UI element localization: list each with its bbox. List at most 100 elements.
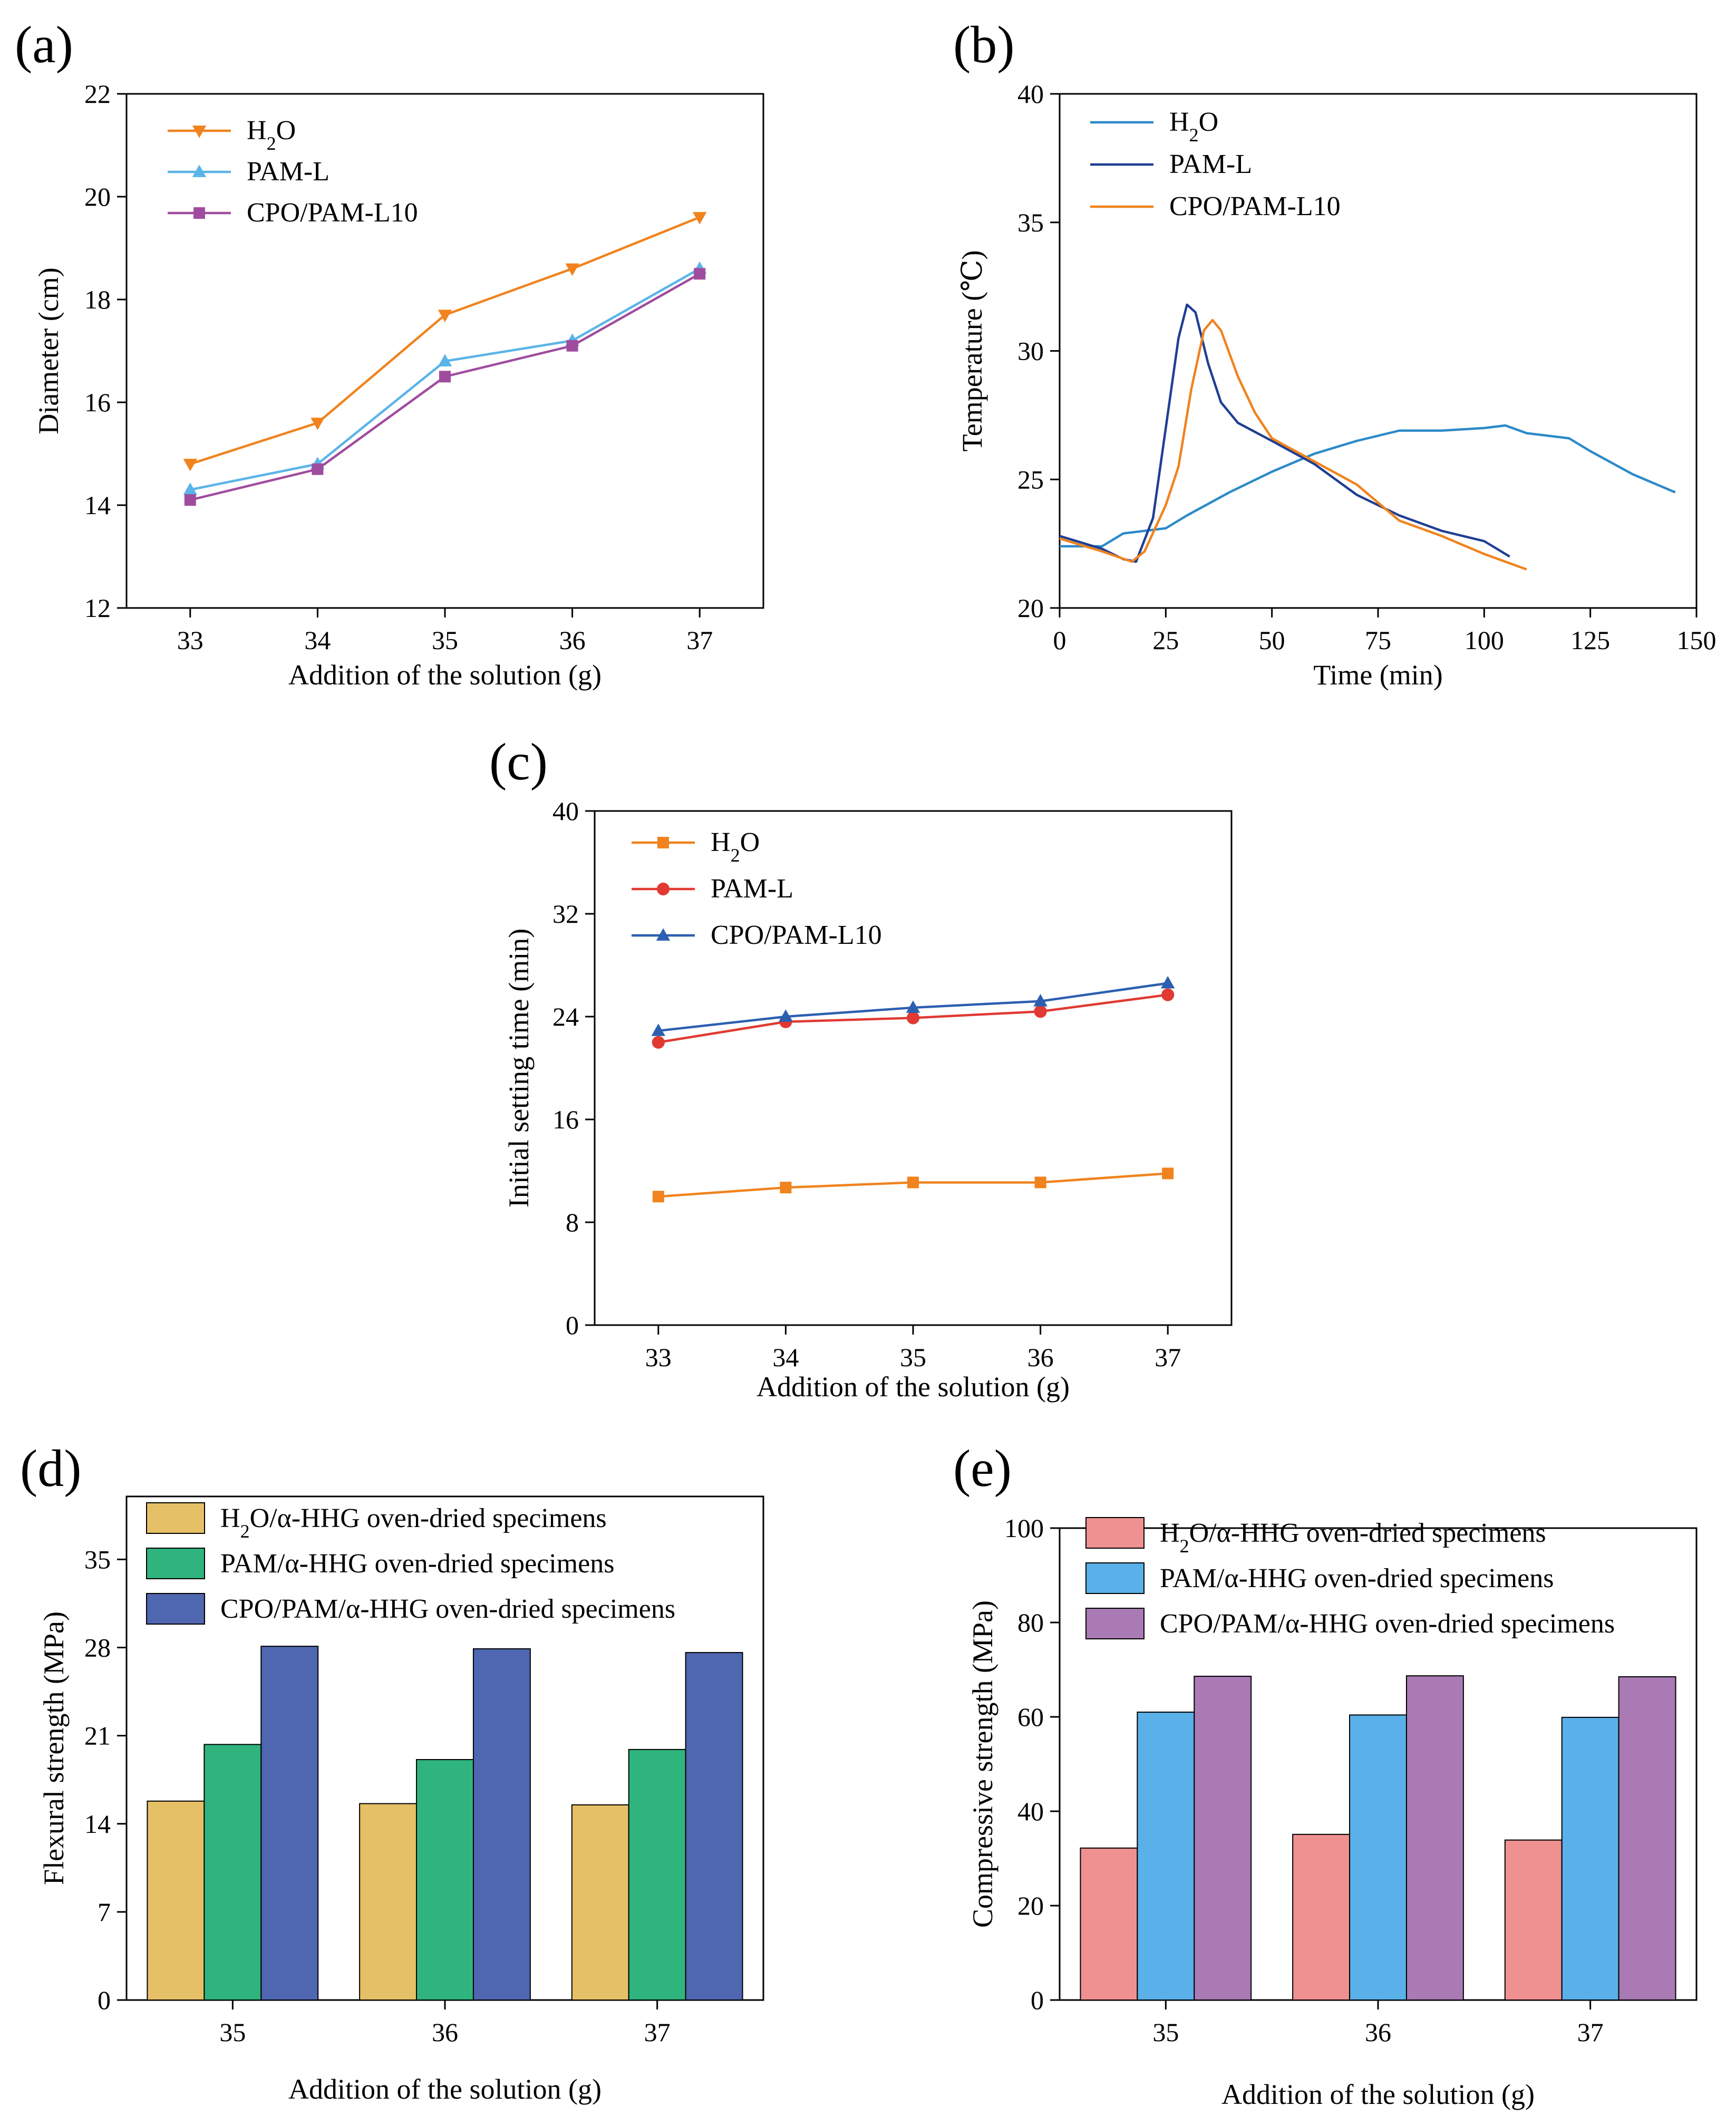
- legend-text-subscript: 2: [240, 1521, 250, 1542]
- legend-text-subscript: 2: [1180, 1535, 1189, 1557]
- line-series: [1059, 303, 1510, 563]
- y-tick-label: 35: [1017, 208, 1044, 237]
- y-tick-label: 21: [84, 1721, 111, 1751]
- bar-series: [203, 1744, 686, 2001]
- y-tick-label: 20: [84, 182, 111, 211]
- y-tick-label: 0: [566, 1310, 579, 1340]
- y-tick-label: 40: [1017, 79, 1044, 109]
- data-point: [906, 1000, 920, 1013]
- x-tick-label: 33: [177, 625, 203, 655]
- x-tick-label: 35: [432, 625, 458, 655]
- data-point: [565, 263, 579, 276]
- legend-text-main: H: [220, 1503, 240, 1533]
- legend-text-rest: O: [276, 115, 296, 146]
- y-axis-title: Diameter (cm): [33, 267, 64, 434]
- legend-entry: H2O/α-HHG oven-dried specimens: [1160, 1518, 1546, 1557]
- bar: [147, 1800, 205, 2001]
- data-point: [693, 212, 707, 225]
- legend-text-rest: O: [740, 827, 760, 857]
- data-point: [566, 340, 578, 352]
- bar: [472, 1648, 531, 2001]
- line-series: [651, 975, 1175, 1036]
- data-point: [652, 1191, 664, 1203]
- x-tick-label: 37: [1577, 2017, 1604, 2047]
- panel-label: (b): [953, 15, 1015, 74]
- legend-text-main: H: [711, 827, 731, 857]
- x-tick-label: 150: [1677, 625, 1716, 655]
- bar-series: [1194, 1675, 1676, 2001]
- legend-marker: [192, 165, 207, 177]
- legend-swatch: [1085, 1517, 1145, 1549]
- bar: [1137, 1712, 1195, 2001]
- legend-entry: CPO/PAM-L10: [247, 198, 418, 228]
- chart-d: (d) 0 7 14 21 28 35 35 36 37 Addition of the solut…: [20, 1439, 764, 2105]
- line-series: [652, 988, 1175, 1049]
- legend-entry: PAM/α-HHG oven-dried specimens: [1160, 1563, 1554, 1593]
- y-tick-label: 100: [1004, 1513, 1044, 1543]
- data-point: [184, 494, 196, 506]
- chart-e: (e) 0 20 40 60 80 100 35 36 37 Addition of the sol…: [953, 1439, 1698, 2110]
- x-tick-label: 34: [772, 1342, 799, 1372]
- y-tick-label: 8: [566, 1208, 579, 1237]
- bar: [416, 1759, 474, 2001]
- bar: [1292, 1833, 1351, 2001]
- y-axis-title: Initial setting time (min): [503, 929, 535, 1208]
- legend-text-main: H: [1169, 107, 1189, 137]
- series-line: [1059, 303, 1510, 563]
- y-tick-label: 20: [1017, 593, 1044, 623]
- y-tick-label: 28: [84, 1633, 111, 1663]
- y-tick-label: 0: [98, 1985, 111, 2015]
- legend-text-main: PAM-L: [1169, 149, 1252, 179]
- x-axis-title: Addition of the solution (g): [757, 1371, 1070, 1403]
- data-point: [1161, 975, 1175, 989]
- bar: [685, 1652, 743, 2001]
- x-tick-label: 0: [1053, 625, 1066, 655]
- y-tick-label: 12: [84, 593, 111, 623]
- x-tick-label: 125: [1570, 625, 1610, 655]
- legend-marker: [192, 125, 207, 138]
- bar-series: [260, 1646, 743, 2001]
- data-point: [651, 1023, 665, 1036]
- x-tick-label: 37: [644, 2017, 671, 2047]
- data-point: [694, 268, 706, 280]
- y-tick-label: 30: [1017, 336, 1044, 366]
- legend-entry: PAM/α-HHG oven-dried specimens: [220, 1549, 614, 1579]
- legend-swatch: [1085, 1608, 1145, 1639]
- line-series: [183, 212, 707, 471]
- legend-text-subscript: 2: [731, 845, 740, 866]
- legend-text-main: PAM/α-HHG oven-dried specimens: [220, 1549, 614, 1579]
- chart-b: (b) 20 25 30 35 40 0 25 50 75 100 125 150 Time (min) T…: [953, 15, 1716, 691]
- legend-entry: H2O: [1169, 107, 1218, 146]
- line-series: [184, 268, 706, 506]
- bar: [1080, 1847, 1138, 2001]
- x-tick-label: 34: [304, 625, 331, 655]
- legend: H2O/α-HHG oven-dried specimens PAM/α-HHG …: [1085, 1517, 1615, 1639]
- x-axis-title: Addition of the solution (g): [288, 659, 602, 691]
- legend-text-main: H: [1160, 1518, 1180, 1548]
- legend-entry: PAM-L: [1169, 149, 1252, 179]
- data-point: [1162, 1167, 1174, 1180]
- legend-swatch: [146, 1502, 205, 1534]
- legend-marker: [193, 207, 205, 219]
- x-axis-title: Time (min): [1313, 659, 1443, 691]
- panel-label: (e): [953, 1439, 1012, 1498]
- legend-text-main: CPO/PAM-L10: [247, 198, 418, 228]
- x-tick-label: 35: [1152, 2017, 1179, 2047]
- legend-text-main: PAM-L: [247, 157, 329, 187]
- bar: [571, 1804, 629, 2001]
- y-tick-label: 40: [552, 796, 579, 826]
- series-line: [190, 273, 701, 501]
- data-point: [652, 1036, 665, 1049]
- legend-text-main: PAM-L: [711, 874, 793, 904]
- y-tick-label: 14: [84, 1809, 111, 1839]
- data-point: [779, 1009, 793, 1022]
- y-tick-label: 16: [552, 1105, 579, 1134]
- y-tick-label: 60: [1017, 1702, 1044, 1732]
- data-point: [438, 354, 452, 366]
- y-axis-title: Temperature (℃): [956, 250, 988, 452]
- legend-text-main: PAM/α-HHG oven-dried specimens: [1160, 1563, 1554, 1593]
